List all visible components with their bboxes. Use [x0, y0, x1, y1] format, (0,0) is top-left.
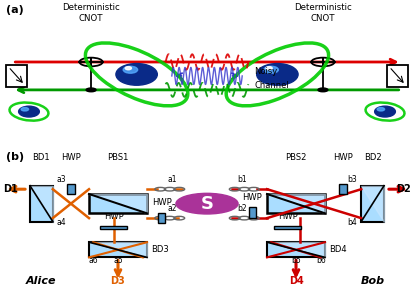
- Bar: [30, 186, 53, 222]
- Text: HWP: HWP: [241, 193, 261, 201]
- Bar: [386, 65, 407, 87]
- Text: Alice: Alice: [26, 276, 57, 286]
- Bar: [339, 184, 346, 194]
- Bar: [89, 242, 147, 257]
- Bar: [67, 184, 74, 194]
- Text: a6: a6: [88, 256, 98, 265]
- Text: a1: a1: [167, 175, 176, 184]
- Bar: [248, 208, 256, 218]
- Text: S: S: [200, 195, 213, 213]
- Polygon shape: [89, 242, 147, 257]
- Ellipse shape: [125, 67, 131, 70]
- Bar: [157, 213, 165, 223]
- Polygon shape: [30, 186, 53, 222]
- Bar: [89, 194, 147, 213]
- Text: a5: a5: [113, 256, 123, 265]
- Ellipse shape: [376, 108, 384, 111]
- Text: D1: D1: [3, 184, 18, 194]
- Ellipse shape: [263, 66, 278, 73]
- Text: D3: D3: [110, 276, 125, 286]
- Text: HWP: HWP: [277, 212, 297, 220]
- Bar: [100, 226, 127, 229]
- Text: BD2: BD2: [363, 153, 380, 162]
- Text: D4: D4: [288, 276, 303, 286]
- Text: b5: b5: [290, 256, 300, 265]
- Text: Deterministic
CNOT: Deterministic CNOT: [293, 3, 351, 23]
- Text: a3: a3: [57, 175, 66, 184]
- Text: D2: D2: [395, 184, 410, 194]
- Text: a2: a2: [167, 204, 176, 213]
- Bar: [360, 186, 383, 222]
- Text: Noisy: Noisy: [254, 67, 277, 76]
- Ellipse shape: [19, 106, 39, 117]
- Text: b6: b6: [315, 256, 325, 265]
- Ellipse shape: [123, 66, 138, 73]
- Circle shape: [317, 88, 327, 92]
- Text: HWP: HWP: [152, 198, 172, 207]
- Ellipse shape: [374, 106, 394, 117]
- Polygon shape: [360, 186, 383, 222]
- Text: HWP: HWP: [104, 212, 123, 220]
- Text: b4: b4: [347, 218, 356, 227]
- Text: Bob: Bob: [360, 276, 384, 286]
- Text: PBS1: PBS1: [107, 153, 128, 162]
- Ellipse shape: [265, 67, 272, 70]
- Text: BD1: BD1: [33, 153, 50, 162]
- Polygon shape: [266, 242, 324, 257]
- Bar: [266, 242, 324, 257]
- Polygon shape: [266, 194, 324, 213]
- Ellipse shape: [116, 63, 157, 85]
- Bar: [6, 65, 27, 87]
- Text: HWP: HWP: [61, 153, 81, 162]
- Text: (a): (a): [6, 5, 24, 15]
- Ellipse shape: [256, 63, 297, 85]
- Ellipse shape: [21, 108, 28, 111]
- Circle shape: [86, 88, 96, 92]
- Polygon shape: [89, 194, 147, 213]
- Bar: [273, 226, 301, 229]
- Text: b1: b1: [237, 175, 247, 184]
- Text: Channel: Channel: [254, 81, 289, 90]
- Text: b2: b2: [237, 204, 247, 213]
- Circle shape: [176, 193, 237, 214]
- Text: b3: b3: [347, 175, 356, 184]
- Text: (b): (b): [6, 152, 24, 162]
- Text: Deterministic
CNOT: Deterministic CNOT: [62, 3, 120, 23]
- Text: BD3: BD3: [151, 245, 169, 254]
- Bar: [266, 194, 324, 213]
- Text: BD4: BD4: [328, 245, 346, 254]
- Text: HWP: HWP: [332, 153, 352, 162]
- Text: a4: a4: [57, 218, 66, 227]
- Text: PBS2: PBS2: [285, 153, 306, 162]
